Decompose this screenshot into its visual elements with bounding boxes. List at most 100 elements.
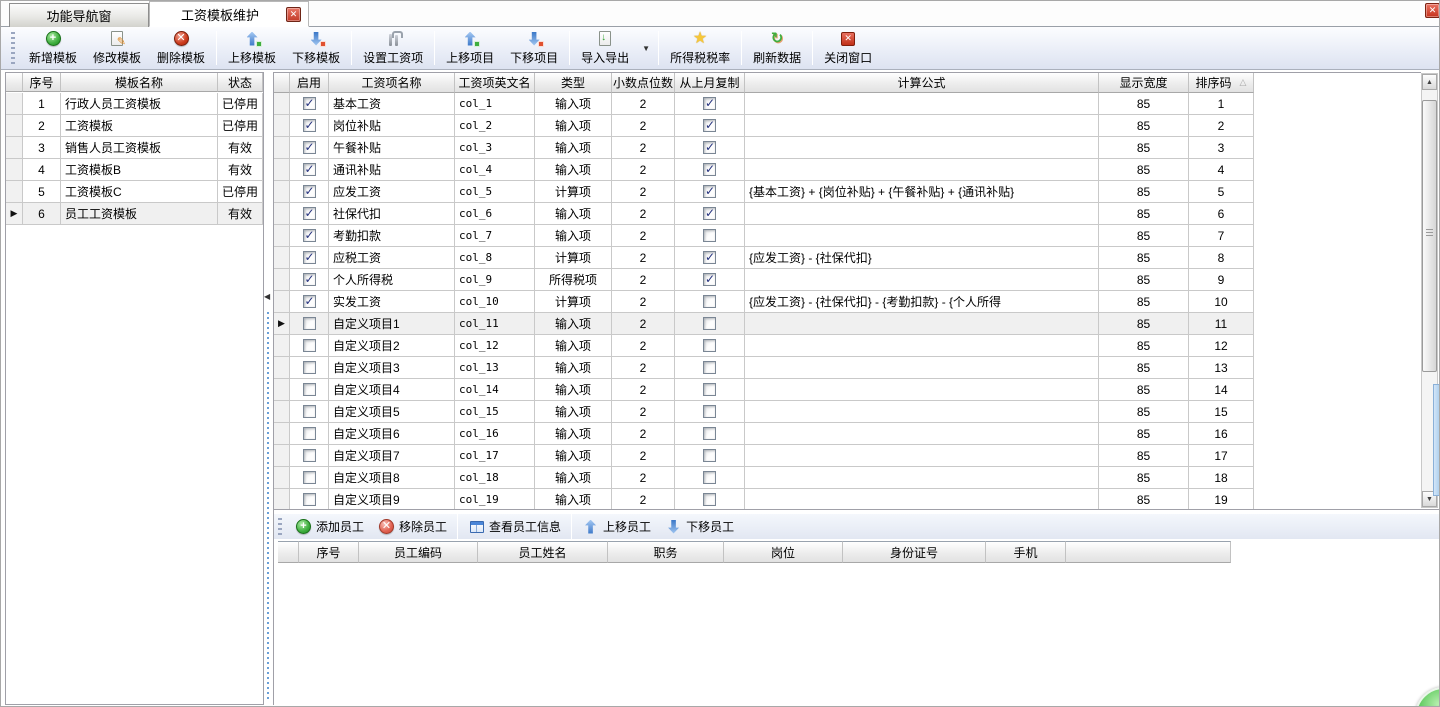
salary-item-row[interactable]: 自定义项目6 col_16 输入项 2 85 16 (274, 423, 1421, 445)
toolbar-button-move-item-down[interactable]: 下移项目 (502, 29, 566, 67)
toolbar-button-income-tax-rate[interactable]: ★ 所得税税率 (662, 29, 738, 67)
enabled-checkbox-cell[interactable] (290, 489, 329, 509)
column-header[interactable]: 显示宽度 (1099, 73, 1189, 93)
column-header[interactable]: 类型 (535, 73, 612, 93)
salary-item-row[interactable]: 自定义项目2 col_12 输入项 2 85 12 (274, 335, 1421, 357)
checkbox-unchecked[interactable] (703, 229, 716, 242)
checkbox-unchecked[interactable] (703, 317, 716, 330)
column-header[interactable]: 工资项名称 (329, 73, 455, 93)
enabled-checkbox-cell[interactable] (290, 291, 329, 313)
checkbox-checked[interactable] (302, 294, 316, 308)
column-header[interactable]: 启用 (290, 73, 329, 93)
column-header[interactable]: 身份证号 (843, 541, 986, 563)
enabled-checkbox-cell[interactable] (290, 401, 329, 423)
window-close-button[interactable]: ✕ (1425, 3, 1439, 18)
checkbox-checked[interactable] (703, 250, 716, 264)
checkbox-unchecked[interactable] (302, 427, 316, 440)
toolbar-button-edit-template[interactable]: ✎ 修改模板 (85, 29, 149, 67)
toolbar-button-set-salary-items[interactable]: 设置工资项 (355, 29, 431, 67)
enabled-checkbox-cell[interactable] (290, 93, 329, 115)
checkbox-unchecked[interactable] (302, 449, 316, 462)
column-header[interactable]: 序号 (23, 73, 61, 92)
checkbox-checked[interactable] (302, 250, 316, 264)
column-header[interactable]: 员工姓名 (478, 541, 608, 563)
toolbar-button-remove-employee[interactable]: ✕ 移除员工 (371, 516, 454, 537)
checkbox-checked[interactable] (302, 96, 316, 110)
checkbox-unchecked[interactable] (703, 339, 716, 352)
enabled-checkbox-cell[interactable] (290, 203, 329, 225)
copy-from-last-month-cell[interactable] (675, 423, 745, 445)
copy-from-last-month-cell[interactable] (675, 379, 745, 401)
toolbar-button-import-export[interactable]: ↓ 导入导出 (573, 29, 637, 67)
template-row[interactable]: 1 行政人员工资模板 已停用 (6, 93, 263, 115)
checkbox-unchecked[interactable] (302, 493, 316, 506)
checkbox-checked[interactable] (302, 118, 316, 132)
template-row[interactable]: 3 销售人员工资模板 有效 (6, 137, 263, 159)
column-header[interactable]: 序号 (299, 541, 359, 563)
column-header[interactable]: 职务 (608, 541, 724, 563)
column-header[interactable]: 小数点位数 (612, 73, 675, 93)
checkbox-unchecked[interactable] (302, 383, 316, 396)
checkbox-unchecked[interactable] (302, 339, 316, 352)
enabled-checkbox-cell[interactable] (290, 247, 329, 269)
copy-from-last-month-cell[interactable] (675, 203, 745, 225)
column-header[interactable]: 状态 (218, 73, 263, 92)
template-row[interactable]: 2 工资模板 已停用 (6, 115, 263, 137)
toolbar-button-move-employee-down[interactable]: 下移员工 (658, 516, 741, 537)
toolbar-button-add-template[interactable]: + 新增模板 (21, 29, 85, 67)
copy-from-last-month-cell[interactable] (675, 313, 745, 335)
salary-item-row[interactable]: ▶ 自定义项目1 col_11 输入项 2 85 11 (274, 313, 1421, 335)
column-header[interactable]: 手机 (986, 541, 1066, 563)
enabled-checkbox-cell[interactable] (290, 137, 329, 159)
copy-from-last-month-cell[interactable] (675, 247, 745, 269)
checkbox-checked[interactable] (703, 184, 716, 198)
checkbox-unchecked[interactable] (703, 471, 716, 484)
copy-from-last-month-cell[interactable] (675, 269, 745, 291)
column-header[interactable]: 模板名称 (61, 73, 218, 92)
toolbar-button-close-window[interactable]: ✕ 关闭窗口 (816, 29, 880, 67)
copy-from-last-month-cell[interactable] (675, 401, 745, 423)
checkbox-checked[interactable] (703, 272, 716, 286)
copy-from-last-month-cell[interactable] (675, 115, 745, 137)
enabled-checkbox-cell[interactable] (290, 467, 329, 489)
panel-splitter[interactable]: ◀ (264, 72, 273, 705)
column-header[interactable]: 排序码 △ (1189, 73, 1254, 93)
splitter-collapse-icon[interactable]: ◀ (264, 292, 271, 301)
salary-item-row[interactable]: 自定义项目4 col_14 输入项 2 85 14 (274, 379, 1421, 401)
copy-from-last-month-cell[interactable] (675, 225, 745, 247)
template-row[interactable]: ▶ 6 员工工资模板 有效 (6, 203, 263, 225)
checkbox-checked[interactable] (302, 206, 316, 220)
checkbox-checked[interactable] (302, 162, 316, 176)
column-header[interactable]: 从上月复制 (675, 73, 745, 93)
checkbox-unchecked[interactable] (703, 383, 716, 396)
checkbox-unchecked[interactable] (302, 471, 316, 484)
template-row[interactable]: 4 工资模板B 有效 (6, 159, 263, 181)
template-row[interactable]: 5 工资模板C 已停用 (6, 181, 263, 203)
checkbox-checked[interactable] (302, 184, 316, 198)
enabled-checkbox-cell[interactable] (290, 423, 329, 445)
enabled-checkbox-cell[interactable] (290, 269, 329, 291)
scrollbar-thumb[interactable] (1422, 100, 1437, 372)
checkbox-checked[interactable] (703, 118, 716, 132)
salary-item-row[interactable]: 自定义项目5 col_15 输入项 2 85 15 (274, 401, 1421, 423)
salary-item-row[interactable]: 自定义项目3 col_13 输入项 2 85 13 (274, 357, 1421, 379)
checkbox-checked[interactable] (703, 96, 716, 110)
toolbar-button-move-template-down[interactable]: 下移模板 (284, 29, 348, 67)
copy-from-last-month-cell[interactable] (675, 159, 745, 181)
dropdown-caret-icon[interactable]: ▼ (642, 43, 651, 53)
tab-salary-template-maintenance[interactable]: 工资模板维护 ✕ (149, 1, 309, 27)
tab-function-navigation[interactable]: 功能导航窗 (9, 3, 149, 27)
column-header[interactable]: 员工编码 (359, 541, 478, 563)
copy-from-last-month-cell[interactable] (675, 445, 745, 467)
copy-from-last-month-cell[interactable] (675, 357, 745, 379)
copy-from-last-month-cell[interactable] (675, 335, 745, 357)
salary-item-row[interactable]: 自定义项目9 col_19 输入项 2 85 19 (274, 489, 1421, 509)
checkbox-checked[interactable] (703, 140, 716, 154)
copy-from-last-month-cell[interactable] (675, 467, 745, 489)
checkbox-unchecked[interactable] (703, 295, 716, 308)
